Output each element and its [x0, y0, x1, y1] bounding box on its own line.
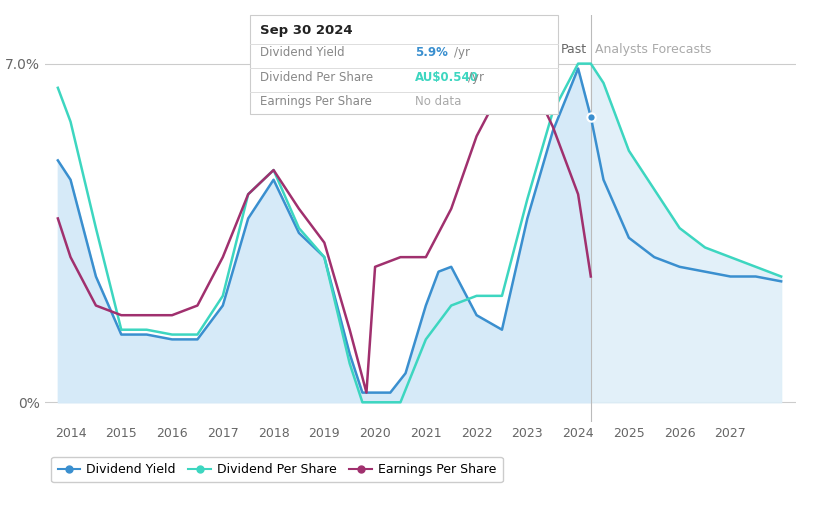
Text: Earnings Per Share: Earnings Per Share: [260, 95, 372, 108]
Text: /yr: /yr: [468, 71, 484, 84]
Text: Dividend Per Share: Dividend Per Share: [260, 71, 374, 84]
Text: /yr: /yr: [454, 46, 470, 59]
Text: No data: No data: [415, 95, 461, 108]
Text: 5.9%: 5.9%: [415, 46, 447, 59]
Text: AU$0.540: AU$0.540: [415, 71, 479, 84]
Text: Dividend Yield: Dividend Yield: [260, 46, 345, 59]
Text: Analysts Forecasts: Analysts Forecasts: [595, 43, 711, 56]
Text: Sep 30 2024: Sep 30 2024: [260, 24, 353, 38]
Legend: Dividend Yield, Dividend Per Share, Earnings Per Share: Dividend Yield, Dividend Per Share, Earn…: [52, 457, 502, 483]
Text: Past: Past: [561, 43, 587, 56]
